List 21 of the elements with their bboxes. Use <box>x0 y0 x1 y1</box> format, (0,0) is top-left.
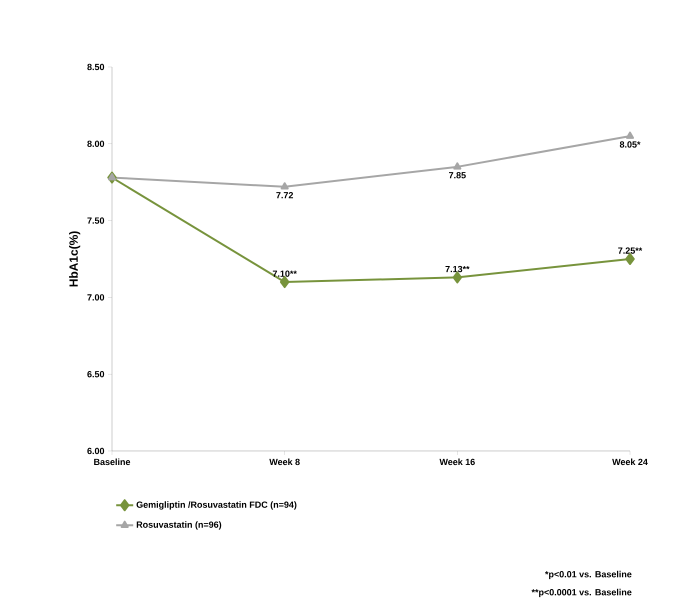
text: 7.00 <box>87 294 104 301</box>
x-tick-label: Baseline <box>94 458 130 466</box>
data-label: 7.72 <box>276 192 294 198</box>
text: *p<0.01 vs. Baseline <box>545 570 632 580</box>
data-label: 7.13** <box>446 266 470 272</box>
data-label: 8.05* <box>620 141 640 148</box>
text: 8.00 <box>87 140 104 147</box>
data-label: 7.85 <box>449 172 466 178</box>
data-label: 7.25** <box>618 247 642 254</box>
legend-label: Rosuvastatin (n=96) <box>136 521 222 530</box>
x-tick-label: Week 24 <box>612 458 648 466</box>
text: **p<0.0001 vs. Baseline <box>532 588 632 598</box>
data-label: 7.10** <box>272 270 297 277</box>
text: 6.00 <box>87 448 104 454</box>
x-tick-label: Week 16 <box>439 458 475 466</box>
legend-label: Gemigliptin /Rosuvastatin FDC (n=94) <box>136 501 296 510</box>
text: 6.50 <box>87 371 104 378</box>
text: 7.50 <box>87 217 104 224</box>
text: 8.50 <box>87 64 104 70</box>
y-axis-title: HbA1c(%) <box>69 231 80 286</box>
x-tick-label: Week 8 <box>269 458 300 466</box>
